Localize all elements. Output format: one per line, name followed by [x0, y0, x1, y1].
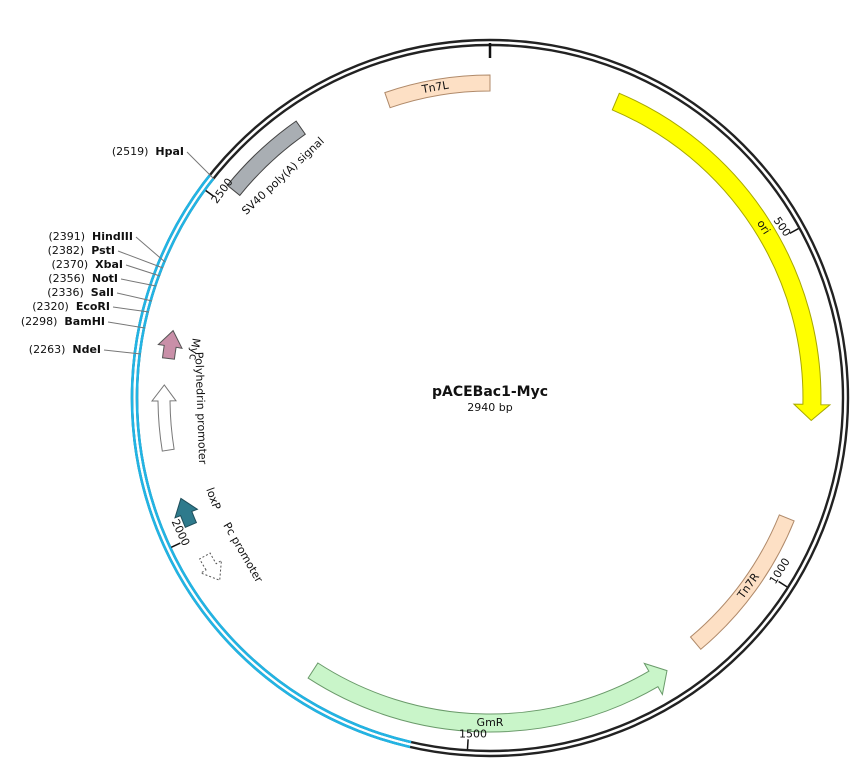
- site-position: (2370): [52, 258, 89, 271]
- feature-label: Polyhedrin promoter: [192, 352, 209, 465]
- tick-label: 1500: [459, 728, 487, 741]
- site-leader: [107, 321, 146, 329]
- site-position: (2391): [48, 230, 85, 243]
- highlight-arc: [135, 177, 412, 744]
- site-name: NdeI: [72, 343, 101, 356]
- site-label: (2298) BamHI: [21, 315, 105, 328]
- site-position: (2356): [48, 272, 85, 285]
- feature-label: GmR: [477, 716, 504, 729]
- feature: [198, 552, 222, 582]
- tick-mark: [466, 739, 469, 750]
- feature: [611, 92, 832, 422]
- site-name-gap: [88, 258, 95, 271]
- feature: [226, 120, 306, 197]
- site-leader: [120, 278, 157, 287]
- site-name: XbaI: [95, 258, 123, 271]
- site-position: (2519): [112, 145, 149, 158]
- site-name-gap: [84, 244, 91, 257]
- site-name: BamHI: [64, 315, 105, 328]
- site-label: (2263) NdeI: [29, 343, 101, 356]
- site-name-gap: [85, 230, 92, 243]
- site-leader: [135, 236, 166, 263]
- site-position: (2336): [47, 286, 84, 299]
- site-name: EcoRI: [76, 300, 110, 313]
- feature: [307, 662, 668, 733]
- feature: [689, 514, 795, 651]
- feature: [150, 384, 177, 452]
- feature-label: Tn7L: [420, 78, 451, 96]
- site-leader: [186, 151, 215, 180]
- site-name: PstI: [91, 244, 115, 257]
- site-name-gap: [65, 343, 72, 356]
- site-name-gap: [69, 300, 76, 313]
- site-leader: [112, 306, 150, 313]
- site-name: NotI: [92, 272, 118, 285]
- feature-label: ori: [754, 218, 773, 237]
- feature: [174, 497, 199, 528]
- plasmid-title: pACEBac1-Myc: [432, 384, 548, 400]
- feature: [384, 74, 491, 109]
- site-name-gap: [84, 286, 91, 299]
- site-label: (2391) HindIII: [48, 230, 133, 243]
- site-label: (2320) EcoRI: [32, 300, 110, 313]
- site-position: (2263): [29, 343, 66, 356]
- site-name-gap: [148, 145, 155, 158]
- site-label: (2370) XbaI: [52, 258, 123, 271]
- tick-mark: [170, 542, 181, 548]
- site-label: (2336) SalI: [47, 286, 114, 299]
- tick-mark: [778, 580, 788, 588]
- feature: [157, 329, 183, 360]
- feature-label: Myc: [186, 337, 202, 361]
- site-position: (2320): [32, 300, 69, 313]
- site-leader: [117, 250, 164, 269]
- site-label: (2519) HpaI: [112, 145, 184, 158]
- site-leader: [125, 264, 161, 277]
- plasmid-length: 2940 bp: [467, 401, 512, 414]
- site-position: (2298): [21, 315, 58, 328]
- tick-mark: [789, 227, 799, 235]
- site-name-gap: [57, 315, 64, 328]
- highlight-arc: [130, 174, 411, 749]
- site-label: (2382) PstI: [48, 244, 115, 257]
- site-name: HindIII: [92, 230, 133, 243]
- site-leader: [103, 349, 142, 355]
- site-label: (2356) NotI: [48, 272, 118, 285]
- tick-mark: [205, 189, 215, 198]
- site-position: (2382): [48, 244, 85, 257]
- site-name: SalI: [91, 286, 114, 299]
- site-leader: [116, 292, 153, 302]
- site-name-gap: [85, 272, 92, 285]
- site-name: HpaI: [155, 145, 184, 158]
